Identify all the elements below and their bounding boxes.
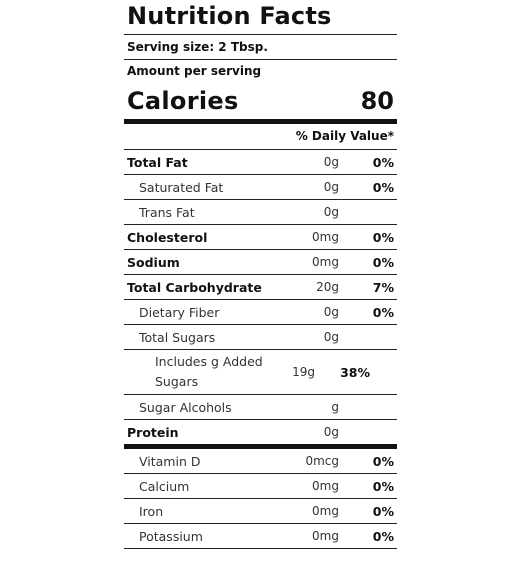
nutrient-amount: 19g — [292, 365, 315, 379]
nutrient-daily-value: 0% — [372, 254, 394, 270]
nutrient-daily-value: 0% — [372, 304, 394, 320]
nutrient-amount: 0mcg — [305, 454, 339, 468]
nutrition-label: Nutrition Facts Serving size: 2 Tbsp. Am… — [124, 0, 397, 549]
nutrient-name: Total Fat — [127, 154, 188, 170]
nutrient-daily-value: 0% — [372, 478, 394, 494]
label-title: Nutrition Facts — [127, 2, 332, 30]
nutrient-row-protein: Protein 0g — [124, 420, 397, 449]
vitamin-row-calcium: Calcium 0mg 0% — [124, 474, 397, 499]
nutrient-name: Sugar Alcohols — [139, 399, 232, 415]
nutrient-row-trans-fat: Trans Fat 0g — [124, 200, 397, 225]
nutrient-daily-value: 0% — [372, 179, 394, 195]
nutrient-name: Vitamin D — [139, 453, 201, 469]
nutrient-daily-value: 38% — [340, 364, 370, 380]
nutrient-amount: 0mg — [312, 255, 339, 269]
nutrient-row-cholesterol: Cholesterol 0mg 0% — [124, 225, 397, 250]
nutrient-daily-value: 0% — [372, 503, 394, 519]
vitamin-row-vitamin-d: Vitamin D 0mcg 0% — [124, 449, 397, 474]
nutrient-name: Total Sugars — [139, 329, 216, 345]
nutrient-amount: 0g — [323, 330, 339, 344]
nutrient-amount: 0mg — [312, 529, 339, 543]
nutrient-name: Sodium — [127, 254, 180, 270]
nutrient-amount: 0g — [323, 425, 339, 439]
nutrient-row-total-sugars: Total Sugars 0g — [124, 325, 397, 350]
nutrient-amount: 0g — [323, 205, 339, 219]
nutrient-name: Dietary Fiber — [139, 304, 220, 320]
nutrient-row-saturated-fat: Saturated Fat 0g 0% — [124, 175, 397, 200]
nutrient-name: Protein — [127, 424, 179, 440]
nutrient-daily-value: 0% — [372, 229, 394, 245]
nutrient-row-sugar-alcohols: Sugar Alcohols g — [124, 395, 397, 420]
nutrient-daily-value: 0% — [372, 453, 394, 469]
nutrient-name: Potassium — [139, 528, 203, 544]
calories-value: 80 — [360, 87, 394, 115]
nutrient-name: Cholesterol — [127, 229, 208, 245]
thick-divider — [124, 119, 397, 124]
nutrient-name: Trans Fat — [139, 204, 195, 220]
nutrient-row-total-fat: Total Fat 0g 0% — [124, 150, 397, 175]
nutrient-amount: 0mg — [312, 230, 339, 244]
vitamin-row-potassium: Potassium 0mg 0% — [124, 524, 397, 549]
nutrient-row-sodium: Sodium 0mg 0% — [124, 250, 397, 275]
calories-row: Calories 80 — [124, 83, 397, 119]
divider — [124, 34, 397, 35]
divider — [124, 59, 397, 60]
nutrient-name: Total Carbohydrate — [127, 279, 262, 295]
nutrient-name: Saturated Fat — [139, 179, 224, 195]
nutrient-amount: 0g — [323, 180, 339, 194]
nutrient-name: Includes g Added Sugars — [155, 354, 263, 389]
daily-value-header: % Daily Value* — [124, 124, 397, 150]
nutrient-row-dietary-fiber: Dietary Fiber 0g 0% — [124, 300, 397, 325]
nutrient-amount: 0g — [323, 155, 339, 169]
nutrient-name: Calcium — [139, 478, 190, 494]
amount-per-serving: Amount per serving — [127, 64, 262, 78]
nutrient-daily-value: 7% — [372, 279, 394, 295]
nutrient-daily-value: 0% — [372, 528, 394, 544]
calories-label: Calories — [127, 87, 239, 115]
nutrient-amount: 0g — [323, 305, 339, 319]
nutrient-amount: 20g — [316, 280, 339, 294]
vitamin-row-iron: Iron 0mg 0% — [124, 499, 397, 524]
nutrient-amount: 0mg — [312, 479, 339, 493]
nutrient-row-total-carbohydrate: Total Carbohydrate 20g 7% — [124, 275, 397, 300]
nutrient-name: Iron — [139, 503, 164, 519]
nutrient-amount: g — [331, 400, 339, 414]
nutrient-daily-value: 0% — [372, 154, 394, 170]
nutrient-row-added-sugars: Includes g Added Sugars 19g 38% — [124, 350, 397, 395]
nutrient-amount: 0mg — [312, 504, 339, 518]
serving-size: Serving size: 2 Tbsp. — [127, 40, 268, 54]
